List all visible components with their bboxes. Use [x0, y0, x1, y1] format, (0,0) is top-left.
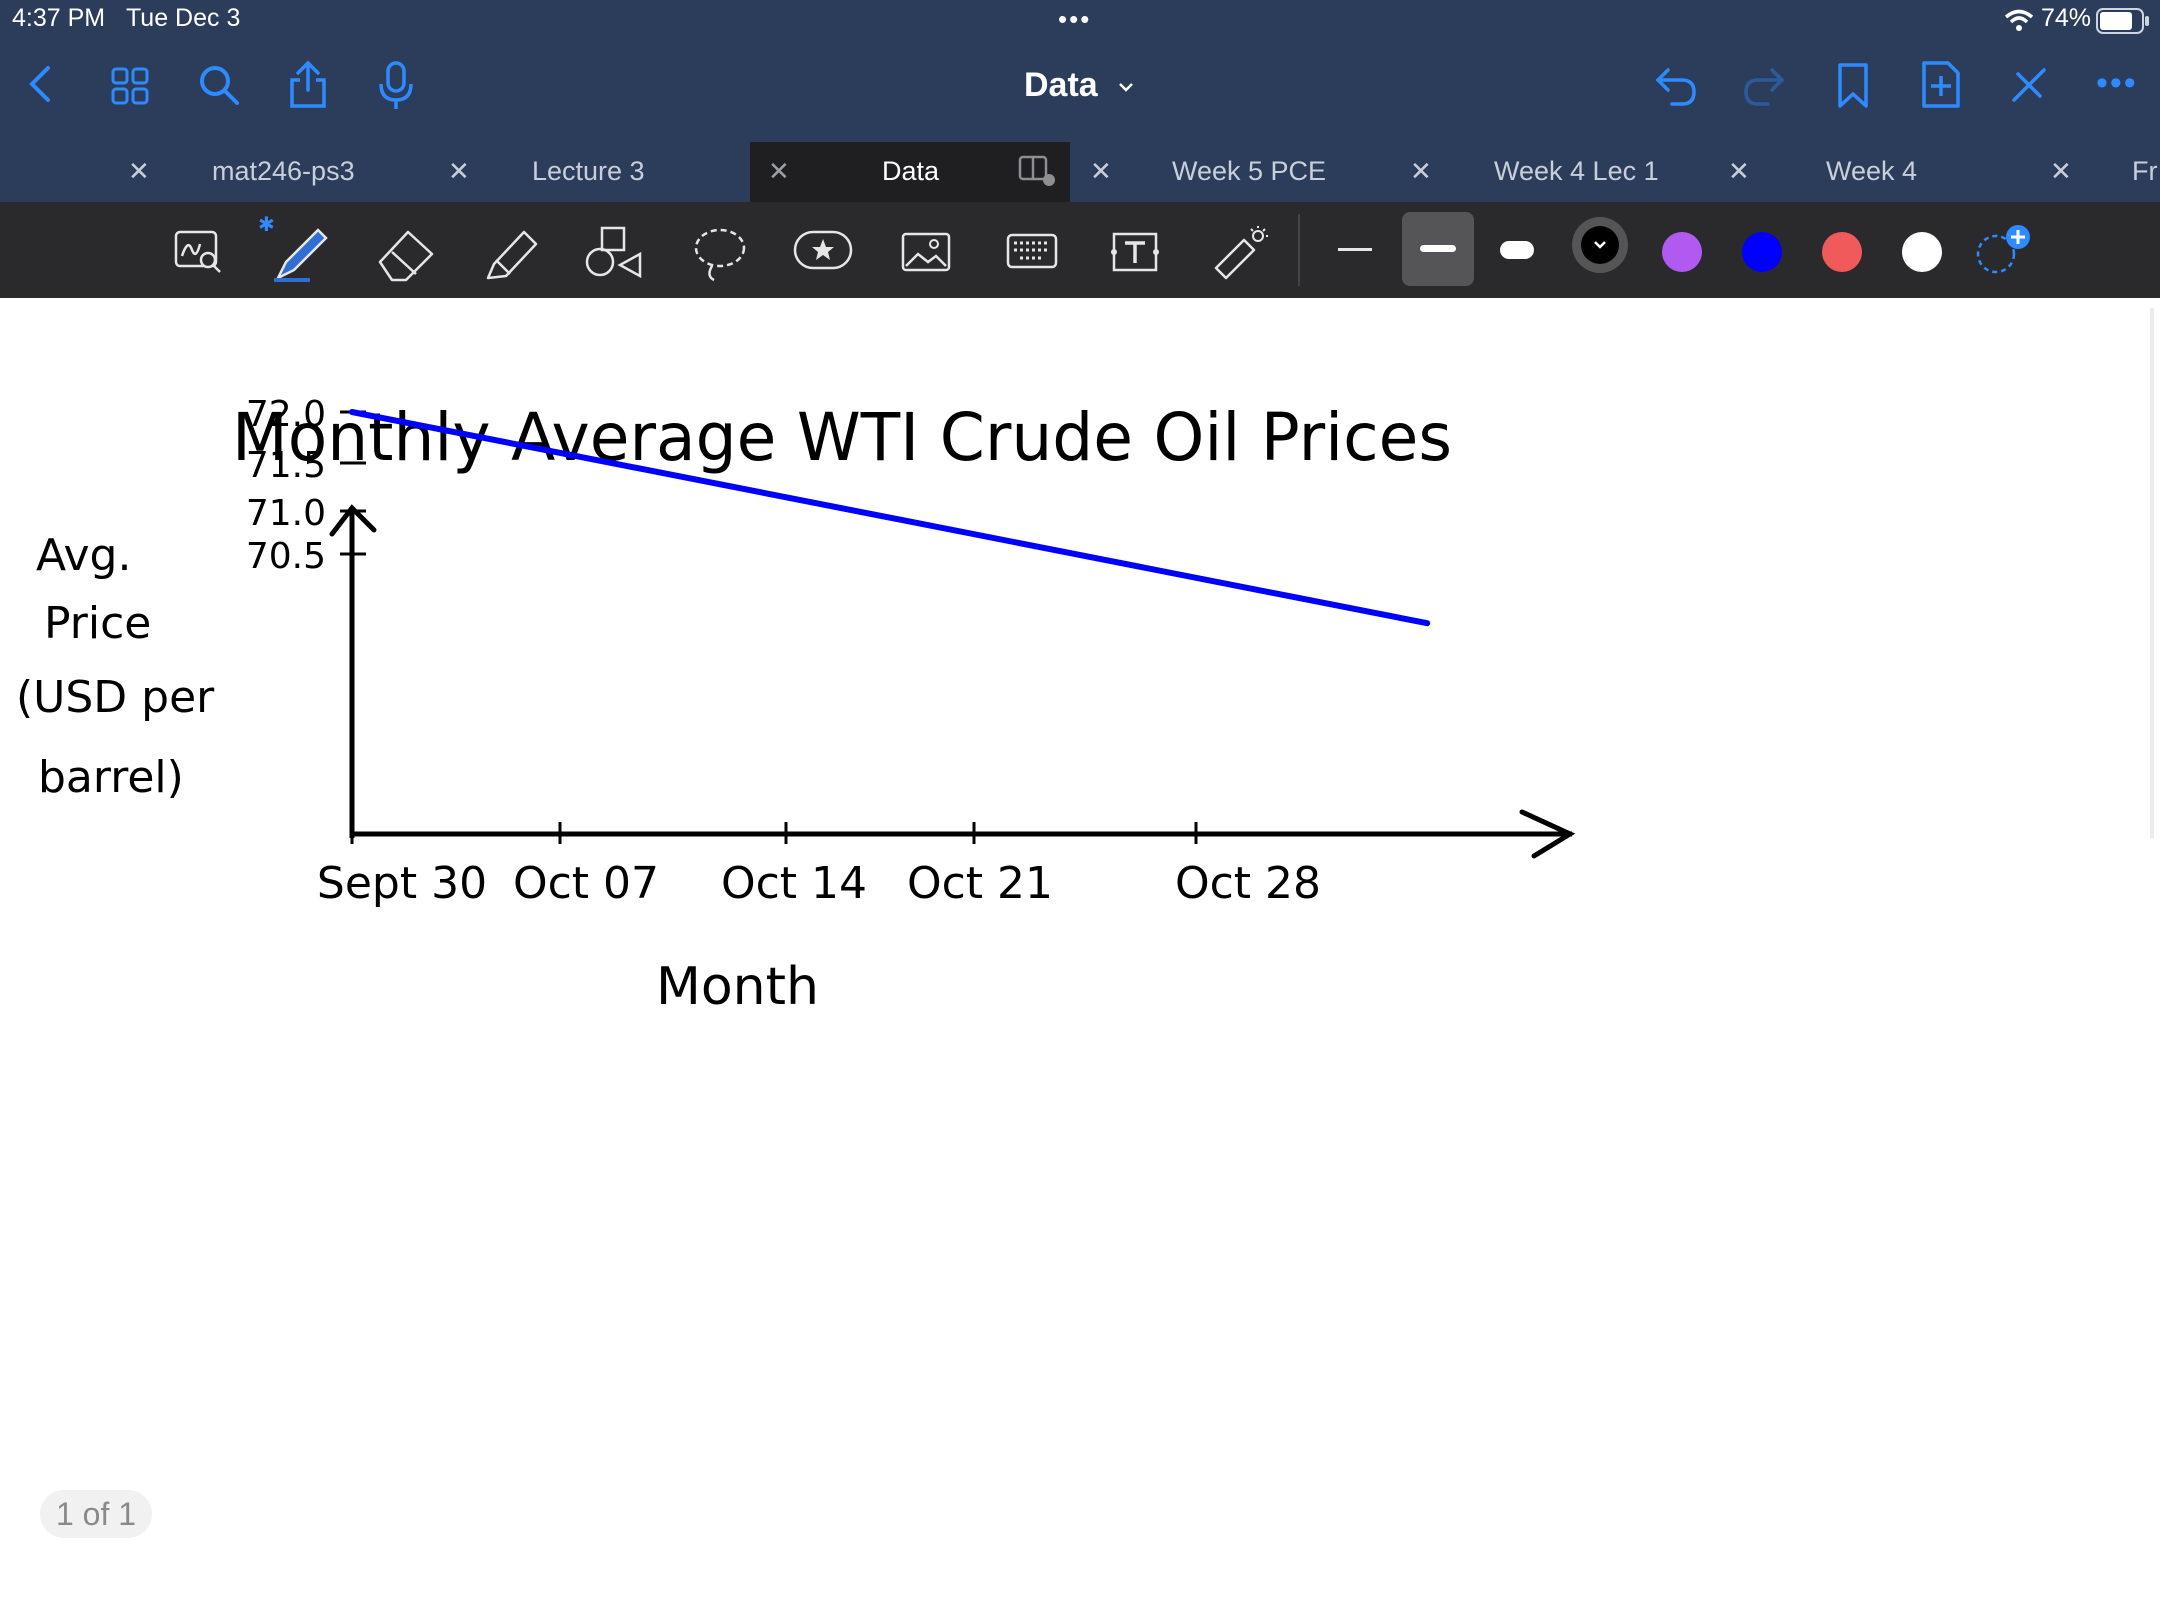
tab-label: Week 4 Lec 1 [1494, 156, 1659, 186]
eraser-icon[interactable] [374, 224, 438, 282]
x-tick-label: Oct 14 [721, 858, 867, 909]
tab-week-4[interactable]: ✕ Week 4 [1710, 142, 2030, 202]
redo-icon[interactable] [1742, 64, 1786, 108]
stroke-thin-button[interactable] [1338, 248, 1372, 251]
y-axis-label-line: (USD per [16, 672, 215, 723]
tab-week-4-lec-1[interactable]: ✕ Week 4 Lec 1 [1390, 142, 1710, 202]
navigation-bar: Data ••• [0, 40, 2160, 142]
document-title-button[interactable]: Data [1024, 66, 1135, 105]
tab-week-5-pce[interactable]: ✕ Week 5 PCE [1070, 142, 1390, 202]
search-icon[interactable] [198, 64, 240, 106]
tab-bar: ✕ mat246-ps3 ✕ Lecture 3 ✕ Data ✕ Week 5… [0, 142, 2160, 202]
undo-icon[interactable] [1654, 64, 1698, 108]
tab-label: Week 5 PCE [1172, 156, 1327, 186]
tab-close-icon[interactable]: ✕ [128, 156, 150, 186]
status-time: 4:37 PM Tue Dec 3 [12, 4, 241, 32]
color-black-swatch[interactable] [1572, 217, 1628, 273]
bookmark-icon[interactable] [1836, 62, 1870, 110]
stroke-medium-preview [1420, 245, 1456, 252]
pen-icon[interactable] [270, 222, 334, 284]
color-purple-swatch[interactable] [1662, 232, 1702, 272]
image-icon[interactable] [900, 230, 952, 274]
series-line [349, 409, 1431, 627]
text-box-icon[interactable] [1108, 230, 1162, 274]
x-tick-label: Oct 28 [1175, 858, 1321, 909]
add-page-icon[interactable] [1920, 60, 1962, 110]
status-bar: 4:37 PM Tue Dec 3 ••• 74% [0, 0, 2160, 40]
x-tick-label: Oct 07 [513, 858, 659, 909]
y-axis-label-text: Avg. Price (USD per barrel) [16, 530, 228, 803]
highlighter-icon[interactable] [480, 224, 542, 282]
notebook-page[interactable]: Monthly Average WTI Crude Oil Prices Avg… [0, 298, 2160, 1620]
chevron-down-icon [1119, 83, 1134, 92]
y-axis-label-line: Avg. [36, 530, 131, 581]
y-tick-label: 71.0 [246, 493, 326, 534]
y-axis-label: Avg. Price (USD per barrel) [16, 530, 228, 803]
document-title: Data [1024, 66, 1098, 104]
add-color-icon[interactable] [1974, 222, 2034, 278]
x-tick-label: Sept 30 [317, 858, 487, 909]
tab-label: Week 4 [1826, 156, 1918, 186]
zoom-window-icon[interactable] [174, 228, 224, 274]
tab-close-icon[interactable]: ✕ [1728, 156, 1750, 186]
tab-close-icon[interactable]: ✕ [768, 156, 790, 186]
more-icon[interactable]: ••• [2096, 64, 2138, 102]
chart-title: Monthly Average WTI Crude Oil Prices [232, 399, 1452, 476]
color-white-swatch[interactable] [1902, 232, 1942, 272]
lasso-icon[interactable] [692, 224, 748, 282]
drawing-toolbar: ✱ [0, 202, 2160, 298]
battery-icon [2096, 8, 2149, 34]
chart-axes [329, 504, 1576, 859]
laser-pointer-icon[interactable] [1210, 224, 1270, 282]
color-black-inner [1581, 226, 1619, 264]
color-red-swatch[interactable] [1822, 232, 1862, 272]
y-axis-arrow [329, 504, 377, 537]
stroke-medium-button[interactable] [1402, 212, 1474, 286]
tab-mat246-ps3[interactable]: ✕ mat246-ps3 [110, 142, 430, 202]
share-icon[interactable] [288, 60, 328, 110]
tab-lecture-3[interactable]: ✕ Lecture 3 [430, 142, 750, 202]
keyboard-icon[interactable] [1006, 232, 1058, 270]
toolbar-divider [1298, 214, 1300, 286]
tab-fr[interactable]: ✕ Fr [2030, 142, 2160, 202]
close-pen-icon[interactable] [2008, 64, 2050, 106]
x-tick-label: Oct 21 [907, 858, 1053, 909]
battery-percentage: 74% [2041, 4, 2092, 32]
grid-icon[interactable] [110, 66, 150, 106]
tab-close-icon[interactable]: ✕ [1410, 156, 1432, 186]
x-axis-arrow [1519, 809, 1576, 859]
tab-close-icon[interactable]: ✕ [448, 156, 470, 186]
y-tick-label: 70.5 [246, 536, 326, 577]
series-group [349, 409, 1431, 627]
y-tick-label: 71.5 [246, 445, 326, 486]
y-axis-label-line: Price [44, 598, 151, 649]
split-view-icon[interactable] [1018, 154, 1058, 188]
page-indicator[interactable]: 1 of 1 [40, 1490, 152, 1538]
microphone-icon[interactable] [378, 60, 414, 112]
wifi-icon [2004, 9, 2034, 31]
tab-label: Data [882, 156, 940, 186]
x-axis-label: Month [656, 957, 819, 1017]
back-icon[interactable] [26, 64, 56, 104]
tab-close-icon[interactable]: ✕ [1090, 156, 1112, 186]
y-tick-label: 72.0 [246, 394, 326, 435]
stroke-thick-button[interactable] [1500, 241, 1534, 259]
tab-label: Lecture 3 [532, 156, 645, 186]
tab-data[interactable]: ✕ Data [750, 142, 1070, 202]
chevron-down-icon [1594, 241, 1606, 249]
tab-close-icon[interactable]: ✕ [2050, 156, 2072, 186]
bluetooth-icon: ✱ [258, 214, 275, 236]
shapes-icon[interactable] [584, 224, 644, 280]
color-blue-swatch[interactable] [1742, 232, 1782, 272]
tab-label: Fr [2132, 156, 2158, 186]
x-tick-group: Sept 30 Oct 07 Oct 14 Oct 21 Oct 28 [317, 822, 1321, 909]
multitasking-dots[interactable]: ••• [1058, 4, 1092, 34]
y-axis-label-line: barrel) [38, 752, 184, 803]
tab-label: mat246-ps3 [212, 156, 355, 186]
sticker-icon[interactable] [792, 226, 854, 276]
